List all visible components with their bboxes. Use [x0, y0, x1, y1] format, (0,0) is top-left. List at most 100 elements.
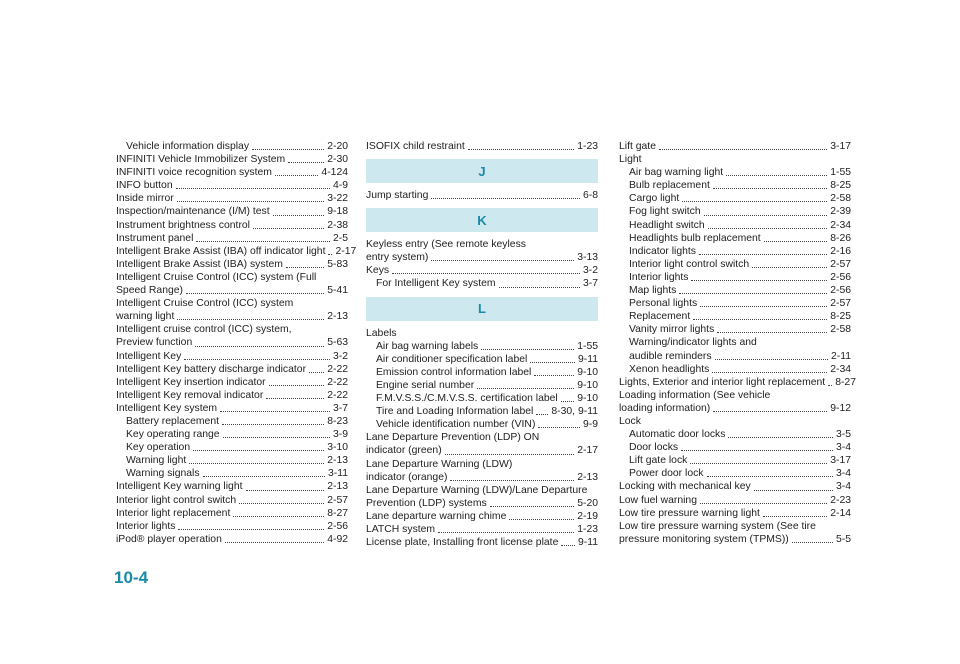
index-entry: Lift gate 3-17 — [619, 140, 851, 153]
page-ref: 9-10 — [577, 393, 598, 405]
page-ref: 8-27 — [327, 507, 348, 519]
dot-leader — [196, 240, 330, 242]
page-ref: 2-56 — [830, 271, 851, 283]
index-entry: F.M.V.S.S./C.M.V.S.S. certification labe… — [366, 392, 598, 405]
entry-text: Instrument panel — [116, 232, 194, 244]
index-entry: Power door lock 3-4 — [619, 467, 851, 480]
dot-leader — [444, 453, 575, 455]
index-entry: Warning signals 3-11 — [116, 467, 348, 480]
dot-leader — [224, 541, 325, 543]
entry-text: Intelligent cruise control (ICC) system, — [116, 324, 292, 336]
dot-leader — [690, 463, 828, 465]
entry-text: Air bag warning labels — [376, 340, 479, 352]
dot-leader — [561, 545, 575, 547]
index-entry: Intelligent Key removal indicator 2-22 — [116, 389, 348, 402]
page-ref: 3-17 — [830, 455, 851, 467]
index-entry: Lift gate lock 3-17 — [619, 454, 851, 467]
dot-leader — [682, 201, 828, 203]
page-ref: 9-9 — [582, 419, 598, 431]
dot-leader — [699, 502, 828, 504]
page-ref: 3-7 — [582, 278, 598, 290]
index-entry: Warning/indicator lights and — [619, 336, 851, 349]
entry-text: Locking with mechanical key — [619, 481, 751, 493]
index-entry: Bulb replacement 8-25 — [619, 179, 851, 192]
entry-text: Warning signals — [126, 468, 200, 480]
dot-leader — [220, 410, 330, 412]
index-entry: Lights, Exterior and interior light repl… — [619, 376, 856, 389]
entry-text: Intelligent Key battery discharge indica… — [116, 363, 307, 375]
page-ref: 3-4 — [835, 468, 851, 480]
section-heading: J — [366, 159, 598, 184]
entry-text: Low tire pressure warning system (See ti… — [619, 520, 816, 532]
index-entry: Key operation 3-10 — [116, 441, 348, 454]
dot-leader — [712, 371, 828, 373]
index-entry: Intelligent Key warning light 2-13 — [116, 480, 348, 493]
entry-text: Intelligent Brake Assist (IBA) system — [116, 258, 283, 270]
page-ref: 9-11 — [577, 537, 598, 549]
index-entry: INFO button 4-9 — [116, 179, 348, 192]
dot-leader — [450, 479, 575, 481]
index-entry: Intelligent Key system 3-7 — [116, 402, 348, 415]
page-ref: 2-13 — [327, 455, 348, 467]
index-entry: Vanity mirror lights 2-58 — [619, 323, 851, 336]
page-ref: 9-11 — [577, 353, 598, 365]
dot-leader — [713, 410, 828, 412]
page-ref: 9-10 — [577, 379, 598, 391]
page-ref: 5-41 — [327, 285, 348, 297]
index-entry: Interior lights 2-56 — [116, 520, 348, 533]
page-ref: 4-9 — [332, 180, 348, 192]
dot-leader — [828, 384, 833, 386]
entry-text: Power door lock — [629, 468, 704, 480]
index-entry: Intelligent Brake Assist (IBA) system 5-8… — [116, 258, 348, 271]
section-heading: K — [366, 208, 598, 233]
index-entry: indicator (orange) 2-13 — [366, 471, 598, 484]
page-ref: 3-17 — [830, 141, 851, 152]
entry-text: Vanity mirror lights — [629, 324, 715, 336]
page-ref: 4-92 — [327, 533, 348, 545]
index-entry: iPod® player operation 4-92 — [116, 533, 348, 546]
entry-text: Labels — [366, 327, 397, 339]
index-entry: ISOFIX child restraint 1-23 — [366, 140, 598, 153]
dot-leader — [712, 188, 828, 190]
dot-leader — [753, 489, 833, 491]
entry-text: Intelligent Key warning light — [116, 481, 243, 493]
entry-text: INFINITI voice recognition system — [116, 167, 272, 179]
page-ref: 9-10 — [577, 366, 598, 378]
dot-leader — [726, 175, 828, 177]
entry-text: Inside mirror — [116, 193, 174, 205]
dot-leader — [467, 149, 575, 151]
entry-text: Warning/indicator lights and — [629, 337, 757, 349]
index-entry: Jump starting 6-8 — [366, 189, 598, 202]
page-ref: 2-23 — [830, 494, 851, 506]
index-entry: Loading information (See vehicle — [619, 389, 851, 402]
entry-text: ISOFIX child restraint — [366, 141, 465, 152]
page-ref: 2-22 — [327, 389, 348, 401]
dot-leader — [392, 273, 580, 275]
entry-text: Emission control information label — [376, 366, 532, 378]
entry-text: Intelligent Cruise Control (ICC) system — [116, 298, 294, 310]
dot-leader — [681, 450, 833, 452]
dot-leader — [252, 149, 325, 151]
dot-leader — [189, 463, 325, 465]
entry-text: Key operation — [126, 442, 191, 454]
page-ref: 2-20 — [327, 141, 348, 152]
page-ref: 4-124 — [321, 167, 348, 179]
entry-text: Intelligent Key system — [116, 402, 218, 414]
index-entry: Replacement 8-25 — [619, 310, 851, 323]
page-ref: 2-16 — [830, 245, 851, 257]
entry-text: Interior lights — [629, 271, 689, 283]
index-entry: Emission control information label 9-10 — [366, 366, 598, 379]
entry-text: Intelligent Cruise Control (ICC) system … — [116, 271, 317, 283]
entry-text: pressure monitoring system (TPMS)) — [619, 533, 789, 545]
dot-leader — [221, 424, 325, 426]
dot-leader — [477, 388, 575, 390]
index-entry: Prevention (LDP) systems 5-20 — [366, 497, 598, 510]
page-ref: 2-17 — [335, 245, 357, 257]
index-entry: Vehicle identification number (VIN) 9-9 — [366, 418, 598, 431]
index-entry: Instrument brightness control 2-38 — [116, 219, 348, 232]
entry-text: Engine serial number — [376, 379, 475, 391]
entry-text: Automatic door locks — [629, 429, 726, 441]
entry-text: Lift gate — [619, 141, 656, 152]
dot-leader — [791, 541, 833, 543]
index-entry: Xenon headlights 2-34 — [619, 363, 851, 376]
